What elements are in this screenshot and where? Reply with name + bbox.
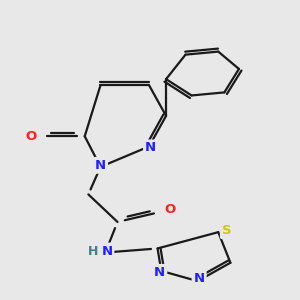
Text: N: N — [154, 266, 165, 279]
Text: S: S — [222, 224, 232, 237]
Text: N: N — [145, 142, 156, 154]
Text: O: O — [164, 203, 175, 216]
Text: N: N — [95, 159, 106, 172]
Text: H: H — [88, 244, 98, 257]
Text: N: N — [194, 272, 205, 285]
Text: N: N — [101, 244, 112, 257]
Text: O: O — [26, 130, 37, 143]
